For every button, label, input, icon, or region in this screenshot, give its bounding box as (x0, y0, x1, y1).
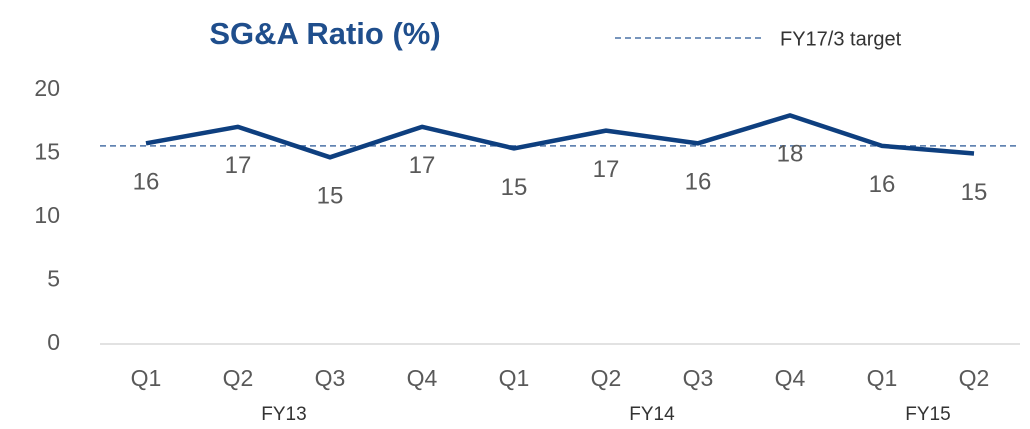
x-tick-label: Q4 (775, 365, 806, 391)
x-tick-label: Q2 (223, 365, 254, 391)
y-tick-label: 0 (47, 329, 60, 355)
x-tick-label: Q4 (407, 365, 438, 391)
x-tick-label: Q1 (867, 365, 898, 391)
data-label: 15 (317, 183, 344, 210)
data-label: 17 (409, 152, 436, 179)
x-tick-label: Q3 (315, 365, 346, 391)
y-tick-label: 5 (47, 266, 60, 292)
x-tick-label: Q1 (131, 365, 162, 391)
data-label: 16 (869, 171, 896, 198)
data-label: 15 (501, 174, 528, 201)
y-tick-label: 20 (34, 75, 60, 101)
data-label: 15 (961, 179, 988, 206)
data-label: 16 (133, 169, 160, 196)
data-label: 16 (685, 169, 712, 196)
group-label: FY15 (905, 404, 950, 425)
y-tick-label: 10 (34, 202, 60, 228)
y-tick-label: 15 (34, 139, 60, 165)
x-tick-label: Q2 (591, 365, 622, 391)
group-label: FY14 (629, 404, 675, 425)
legend-label: FY17/3 target (780, 28, 902, 50)
chart-title: SG&A Ratio (%) (209, 16, 440, 51)
data-label: 17 (225, 152, 252, 179)
series-line (145, 113, 975, 160)
x-tick-label: Q3 (683, 365, 714, 391)
group-label: FY13 (261, 404, 306, 425)
data-label: 17 (593, 156, 620, 183)
x-tick-label: Q2 (959, 365, 990, 391)
x-tick-label: Q1 (499, 365, 530, 391)
data-label: 18 (777, 141, 804, 168)
